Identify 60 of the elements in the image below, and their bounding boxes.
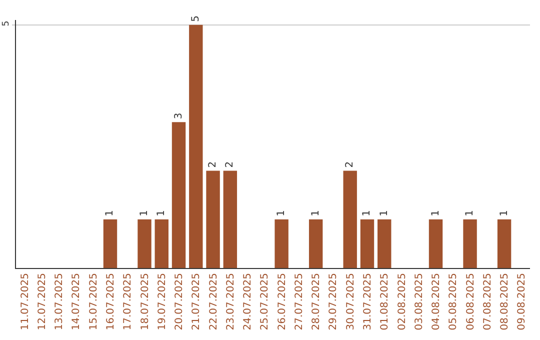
x-tick-label: 17.07.2025 [122,273,134,330]
data-label: 1 [276,210,288,216]
data-label: 1 [104,210,116,216]
x-tick-label: 06.08.2025 [465,273,476,330]
x-tick-label: 16.07.2025 [105,273,116,330]
bar [343,170,357,268]
data-label: 2 [224,161,236,168]
bar [378,219,392,268]
x-tick-label: 12.07.2025 [36,273,48,330]
x-tick-label: 02.08.2025 [396,273,408,330]
x-tick-label: 05.08.2025 [448,273,460,330]
bar [223,170,238,268]
x-tick-label: 01.08.2025 [380,273,391,330]
x-tick-label: 13.07.2025 [54,273,66,330]
x-tick-label: 30.07.2025 [345,273,356,330]
data-label: 5 [190,15,202,22]
x-tick-label: 24.07.2025 [242,273,254,330]
x-tick-label: 18.07.2025 [140,273,151,330]
bar [360,219,374,268]
x-tick-label: 07.08.2025 [482,273,494,330]
x-tick-label: 25.07.2025 [260,273,271,330]
x-tick-label: 14.07.2025 [71,273,82,330]
bar [463,219,477,268]
bar [274,219,288,268]
x-tick-label: 04.08.2025 [431,273,442,330]
bar [138,219,152,268]
x-tick-label: 19.07.2025 [156,273,168,330]
data-label: 1 [378,210,390,216]
data-label: 2 [208,161,219,168]
data-label: 2 [344,161,356,168]
bar [497,219,512,268]
bar [428,219,443,268]
x-tick-label: 09.08.2025 [516,273,528,330]
bar [206,170,220,268]
bar [189,24,203,268]
x-tick-label: 08.08.2025 [500,273,511,330]
x-tick-label: 26.07.2025 [276,273,288,330]
bar [308,219,323,268]
x-tick-label: 11.07.2025 [20,273,31,330]
x-tick-label: 21.07.2025 [191,273,202,330]
data-label: 1 [156,210,168,216]
data-label: 1 [498,210,510,216]
bar [154,219,168,268]
x-tick-label: 22.07.2025 [208,273,220,330]
data-label: 1 [139,210,150,216]
x-tick-label: 20.07.2025 [174,273,186,330]
x-tick-label: 28.07.2025 [311,273,322,330]
bar [172,122,186,268]
data-label: 1 [430,210,442,216]
data-label: 1 [362,210,373,216]
x-tick-label: 15.07.2025 [88,273,100,330]
x-tick-label: 03.08.2025 [414,273,425,330]
x-tick-label: 27.07.2025 [294,273,305,330]
data-label: 1 [464,210,476,216]
x-tick-label: 29.07.2025 [328,273,340,330]
data-label: 1 [310,210,322,216]
x-tick-label: 23.07.2025 [225,273,236,330]
bar [103,219,118,268]
data-label: 3 [173,112,184,120]
x-tick-label: 31.07.2025 [362,273,374,330]
